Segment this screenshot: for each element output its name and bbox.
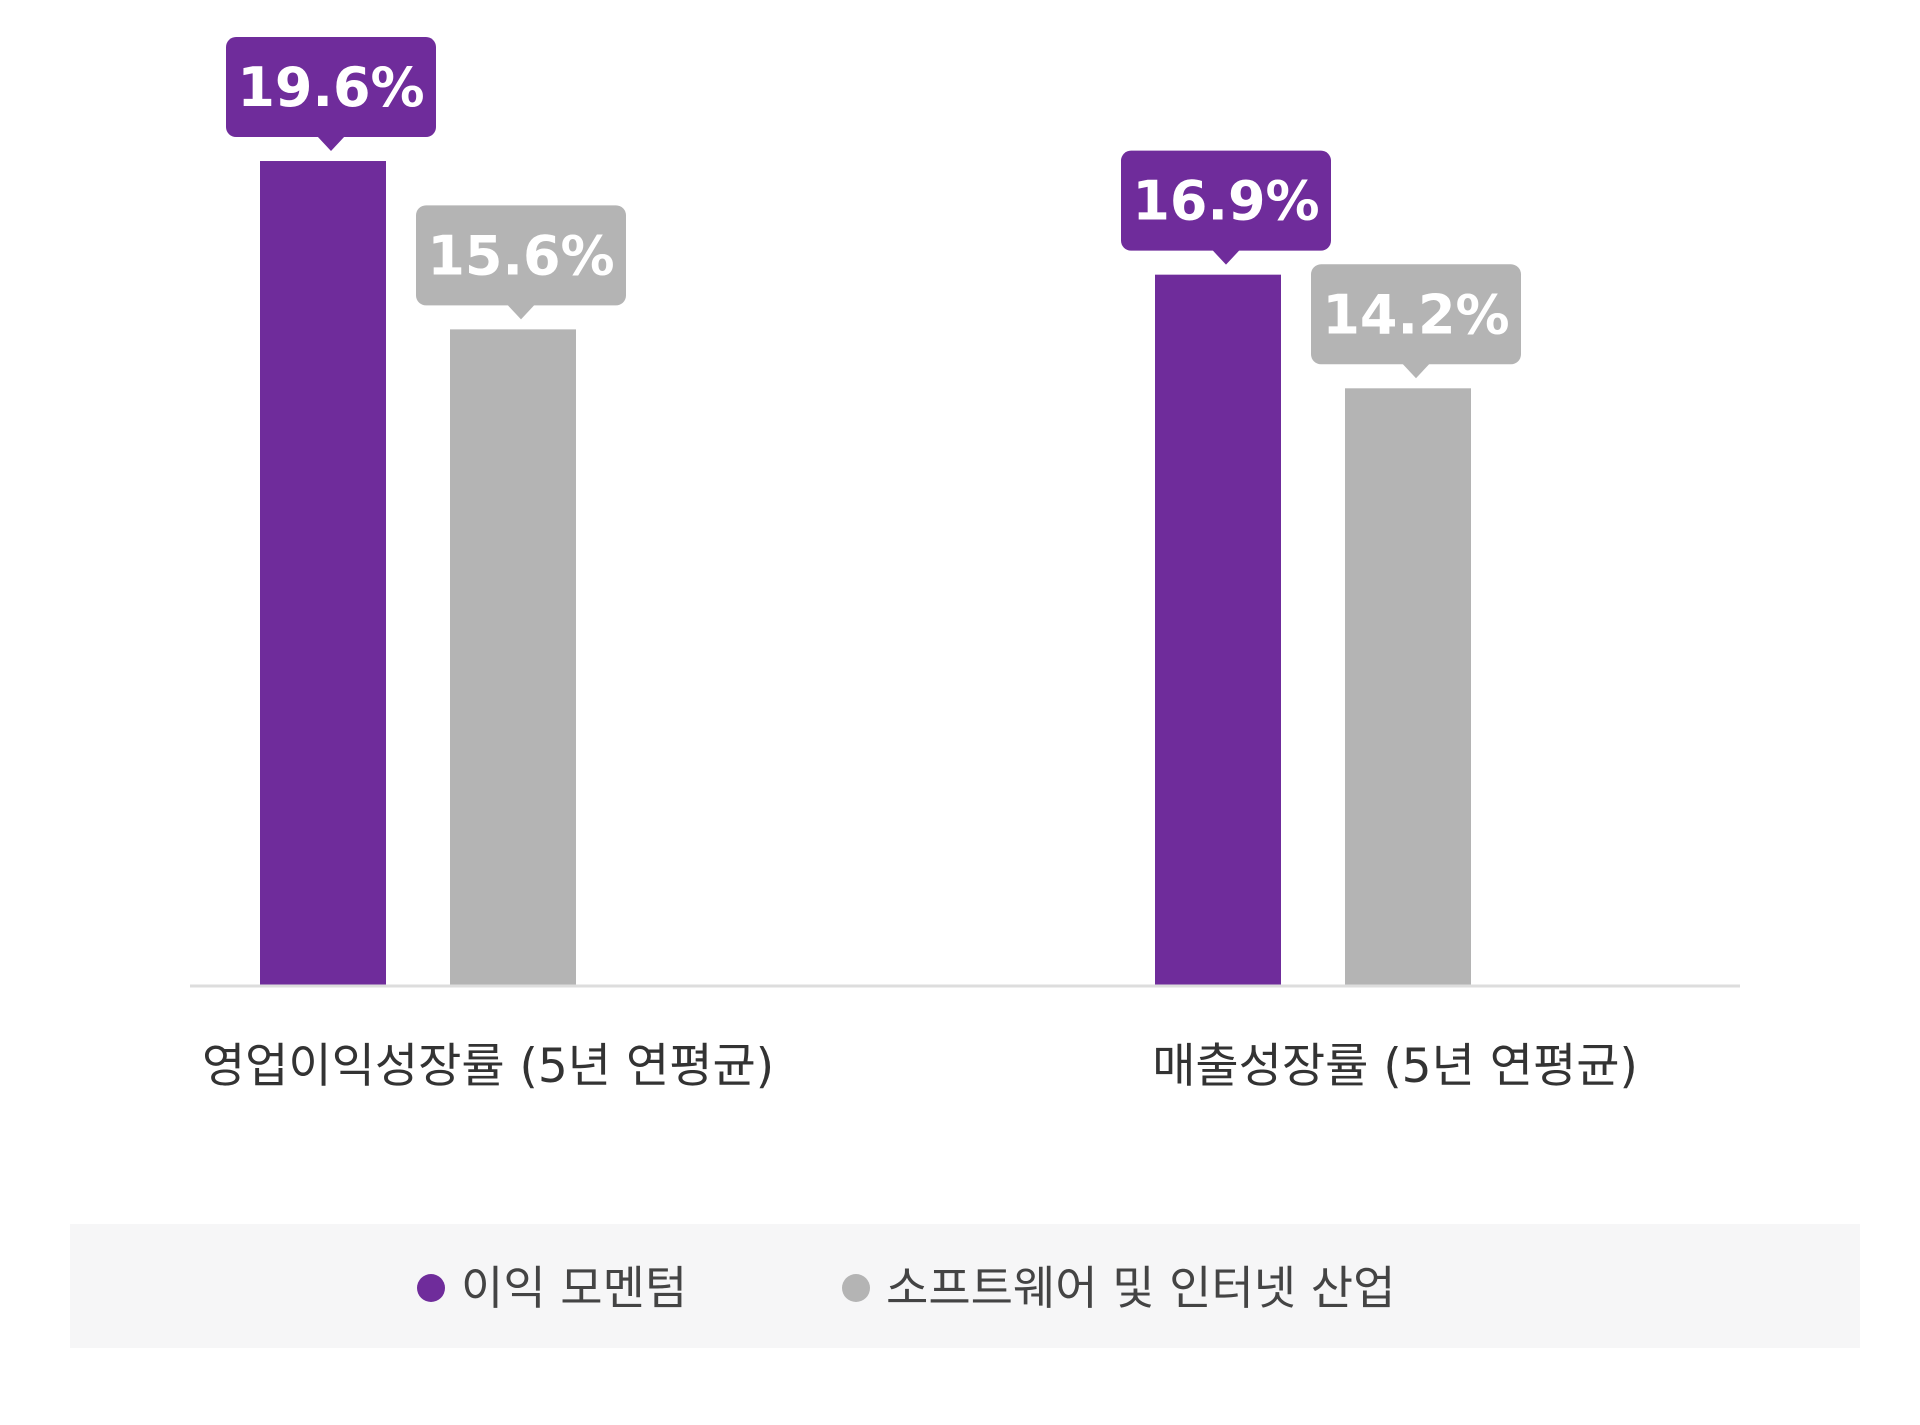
legend-item-2: 소프트웨어 및 인터넷 산업 [842,1261,1395,1315]
data-label-callout-1-2: 15.6% [416,205,626,320]
data-label-background [226,37,436,138]
bar-1-2 [450,329,576,986]
bar-2-2 [1345,388,1471,986]
data-label-callout-2-1: 16.9% [1121,150,1331,265]
legend-marker-icon [842,1274,870,1302]
category-label-2: 매출성장률 (5년 연평균) [1152,1039,1638,1094]
legend-background [70,1224,1860,1348]
legend-label: 소프트웨어 및 인터넷 산업 [886,1261,1395,1315]
legend-marker-icon [417,1274,445,1302]
category-labels-layer: 영업이익성장률 (5년 연평균) 매출성장률 (5년 연평균) [202,1039,1638,1094]
data-label-callout-2-2: 14.2% [1311,264,1521,379]
data-labels-layer: 19.6% 15.6% 16.9%14.2% [226,37,1521,379]
data-label-background [416,205,626,306]
bars-layer [260,161,1471,986]
data-label-pointer [507,304,535,320]
data-label-background [1121,150,1331,251]
data-label-text: 19.6% [237,56,424,119]
category-label-1: 영업이익성장률 (5년 연평균) [202,1039,774,1094]
legend-item-1: 이익 모멘텀 [417,1261,687,1315]
data-label-pointer [1212,249,1240,265]
data-label-text: 14.2% [1322,283,1509,346]
data-label-text: 16.9% [1132,170,1319,233]
legend-label: 이익 모멘텀 [461,1261,687,1315]
data-label-pointer [1402,363,1430,379]
bar-2-1 [1155,274,1281,986]
data-label-pointer [317,136,345,152]
data-label-background [1311,264,1521,365]
data-label-callout-1-1: 19.6% [226,37,436,152]
legend: 이익 모멘텀 소프트웨어 및 인터넷 산업 [70,1224,1860,1348]
data-label-text: 15.6% [427,224,614,287]
bar-1-1 [260,161,386,986]
